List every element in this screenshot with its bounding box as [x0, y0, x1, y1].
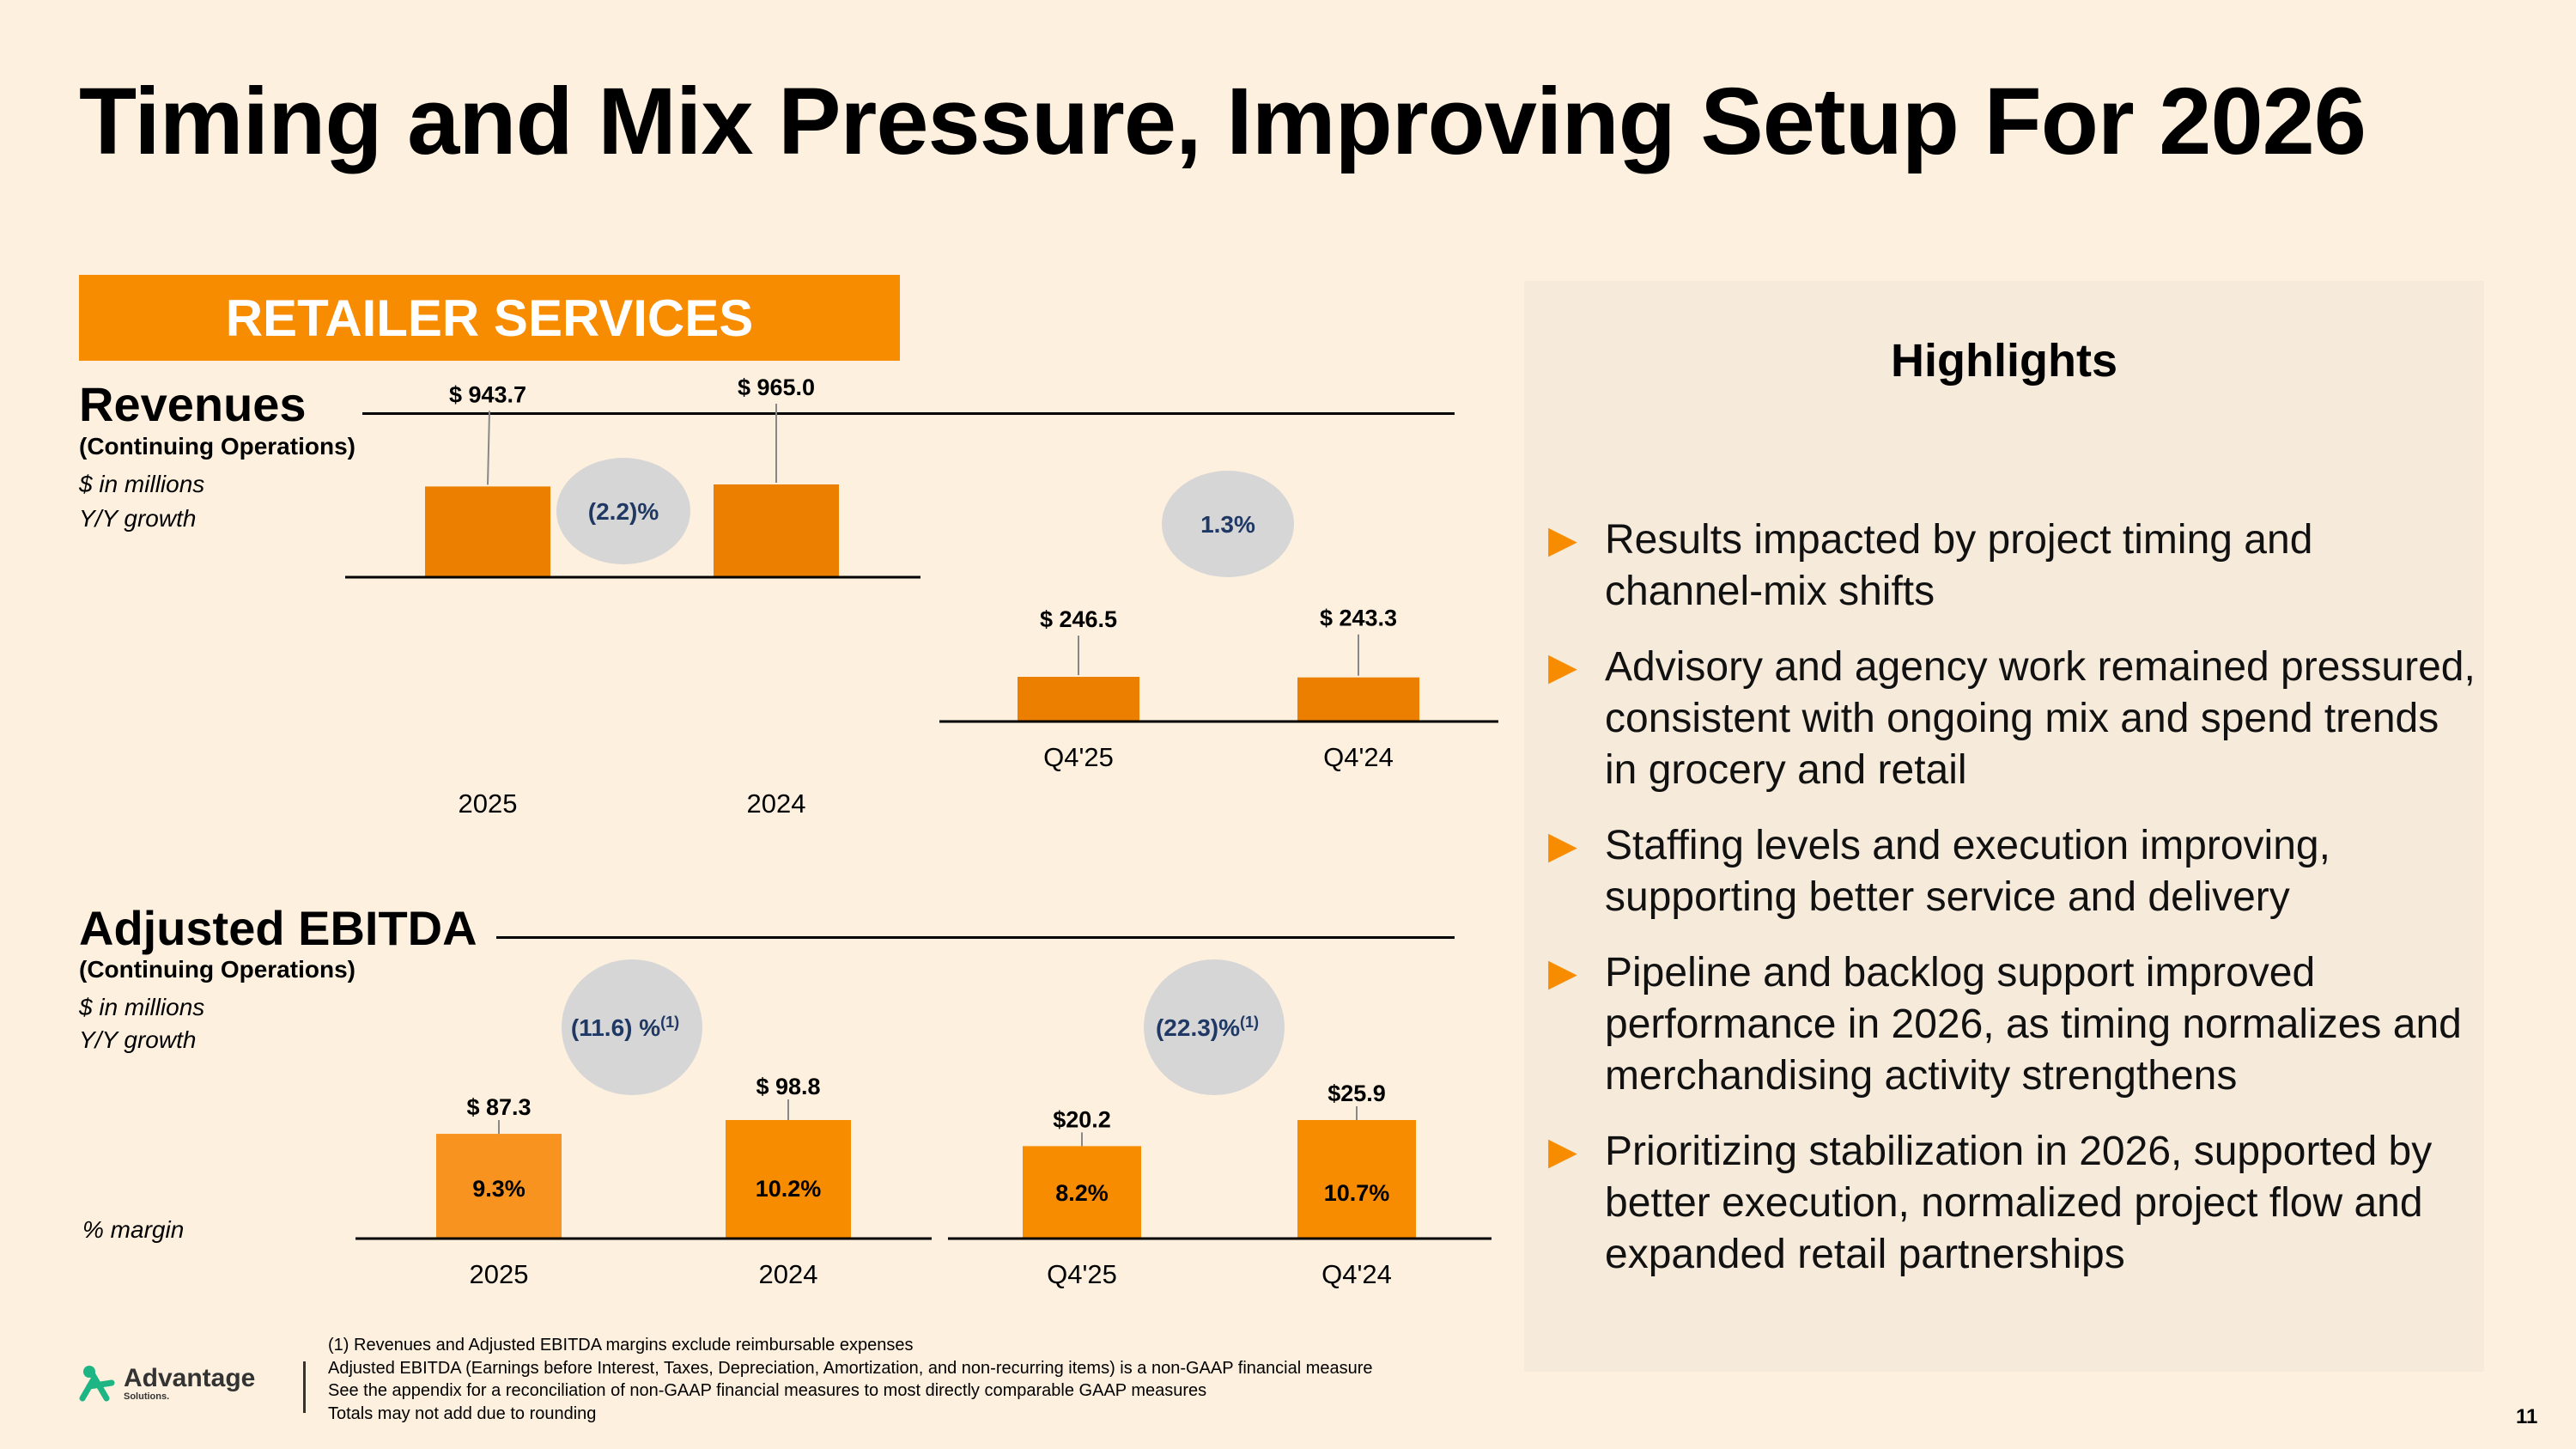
x-tick-label: Q4'24: [1321, 1259, 1392, 1289]
highlight-item: ▶ Pipeline and backlog support improved p…: [1548, 947, 2476, 1102]
x-tick-label: 2024: [747, 788, 806, 819]
footer-divider: [303, 1361, 306, 1413]
ebitda-subheading: (Continuing Operations): [79, 956, 355, 983]
revenues-heading: Revenues: [79, 377, 307, 431]
section-banner: RETAILER SERVICES: [79, 275, 900, 361]
highlights-list: ▶ Results impacted by project timing and …: [1548, 514, 2476, 1305]
growth-footnote-mark: (1): [1240, 1014, 1259, 1031]
triangle-bullet-icon: ▶: [1548, 1130, 1577, 1172]
x-tick-label: Q4'24: [1323, 742, 1394, 772]
bar: [1023, 1146, 1141, 1239]
x-tick-label: 2025: [459, 788, 518, 819]
triangle-bullet-icon: ▶: [1548, 952, 1577, 994]
triangle-bullet-icon: ▶: [1548, 519, 1577, 561]
revenues-units-note: $ in millions: [79, 471, 205, 497]
margin-label: 8.2%: [1055, 1180, 1109, 1206]
growth-label: (2.2)%: [588, 498, 659, 525]
ebitda-units-note: $ in millions: [79, 994, 205, 1020]
triangle-bullet-icon: ▶: [1548, 646, 1577, 688]
margin-label: 9.3%: [472, 1176, 526, 1202]
logo-text: Advantage: [124, 1364, 256, 1392]
data-label: $ 965.0: [738, 374, 815, 400]
growth-footnote-mark: (1): [660, 1014, 679, 1031]
company-logo: Advantage Solutions.: [77, 1364, 255, 1403]
bar: [1297, 1120, 1416, 1239]
growth-bubble: [556, 458, 690, 564]
data-label: $20.2: [1053, 1106, 1111, 1132]
data-label: $25.9: [1327, 1081, 1386, 1106]
bar: [436, 1134, 562, 1239]
bar: [726, 1120, 851, 1239]
highlights-title: Highlights: [1891, 335, 2117, 387]
bar: [425, 486, 550, 577]
charts: (2.2)% $ 943.7 2025 $ 965.0 2024 1.3% $ 246.5 Q…: [345, 374, 1498, 1289]
data-label: $ 243.3: [1320, 606, 1397, 631]
bar: [1018, 677, 1139, 721]
ebitda-heading: Adjusted EBITDA: [79, 901, 477, 955]
data-label: $ 246.5: [1040, 606, 1117, 632]
footnote: Adjusted EBITDA (Earnings before Interes…: [328, 1358, 1373, 1378]
footnote: Totals may not add due to rounding: [328, 1403, 597, 1423]
growth-bubble: [1162, 471, 1294, 577]
page-number: 11: [2516, 1405, 2538, 1428]
ebitda-rule: [496, 936, 1455, 939]
data-label: $ 87.3: [466, 1094, 531, 1120]
leader-line: [487, 411, 490, 485]
revenues-subheading: (Continuing Operations): [79, 433, 355, 460]
growth-label: 1.3%: [1200, 511, 1255, 538]
bar: [1297, 677, 1419, 721]
x-tick-label: Q4'25: [1043, 742, 1114, 772]
margin-label: 10.7%: [1324, 1180, 1390, 1206]
highlight-item: ▶ Prioritizing stabilization in 2026, sup…: [1548, 1126, 2476, 1281]
triangle-bullet-icon: ▶: [1548, 825, 1577, 867]
revenues-growth-note: Y/Y growth: [79, 505, 197, 532]
data-label: $ 943.7: [449, 381, 526, 407]
highlight-item: ▶ Advisory and agency work remained press…: [1548, 642, 2476, 796]
highlight-item: ▶ Results impacted by project timing and …: [1548, 514, 2476, 618]
growth-bubble: [1144, 959, 1285, 1095]
x-tick-label: Q4'25: [1047, 1259, 1117, 1289]
x-tick-label: 2024: [759, 1259, 818, 1289]
footnotes: (1) Revenues and Adjusted EBITDA margins…: [328, 1334, 1373, 1425]
data-label: $ 98.8: [756, 1074, 820, 1099]
logo-subtext: Solutions.: [124, 1391, 170, 1402]
revenues-rule: [362, 412, 1455, 415]
ebitda-growth-note: Y/Y growth: [79, 1026, 197, 1053]
x-tick-label: 2025: [470, 1259, 529, 1289]
advantage-logo-icon: [79, 1366, 115, 1402]
highlights-panel: Highlights ▶ Results impacted by project …: [1524, 281, 2484, 1372]
highlight-item: ▶ Staffing levels and execution improving…: [1548, 820, 2476, 923]
bar: [714, 484, 839, 577]
footnote: See the appendix for a reconciliation of…: [328, 1381, 1207, 1400]
growth-bubble: [562, 959, 702, 1095]
page-title: Timing and Mix Pressure, Improving Setup…: [79, 69, 2366, 174]
ebitda-margin-note: % margin: [82, 1216, 185, 1243]
margin-label: 10.2%: [756, 1176, 822, 1202]
footnote: (1) Revenues and Adjusted EBITDA margins…: [328, 1336, 914, 1355]
